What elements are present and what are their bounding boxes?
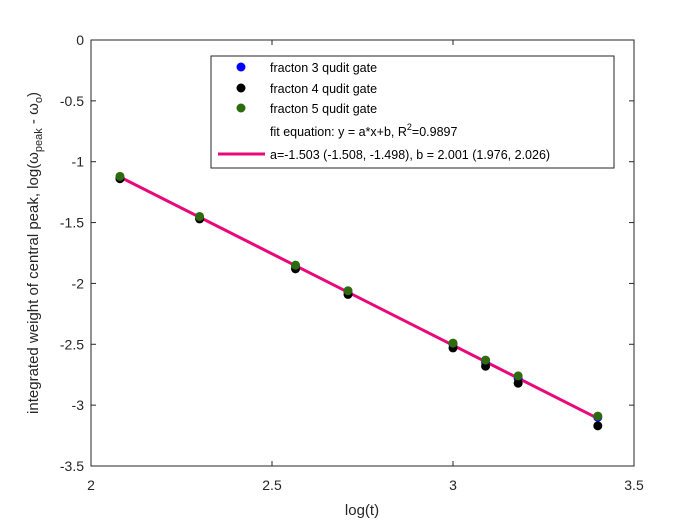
data-point-fracton-5-qudit-gate xyxy=(513,371,523,381)
legend: fracton 3 qudit gate fracton 4 qudit gat… xyxy=(210,55,615,169)
y-label-suffix: ) xyxy=(25,92,42,97)
y-label-omega-1: ω xyxy=(25,152,42,164)
data-point-fracton-4-qudit-gate xyxy=(513,378,523,388)
legend-label-fracton-4: fracton 4 qudit gate xyxy=(270,82,377,96)
legend-marker-fracton-3 xyxy=(236,62,246,72)
legend-marker-fracton-5 xyxy=(236,103,246,113)
legend-fit-params: a=-1.503 (-1.508, -1.498), b = 2.001 (1.… xyxy=(270,148,550,162)
y-label-prefix: integrated weight of central peak, log( xyxy=(25,164,42,414)
y-label-mid: - xyxy=(25,115,42,128)
y-axis-ticks: 0 -0.5 -1 -1.5 -2 -2.5 -3 -3.5 xyxy=(60,32,634,474)
data-point-fracton-4-qudit-gate xyxy=(593,421,603,431)
data-point-fracton-5-qudit-gate xyxy=(593,411,603,421)
y-tick-label: -2.5 xyxy=(60,336,84,352)
y-tick-label: -3 xyxy=(72,397,85,413)
y-tick-label: -1.5 xyxy=(60,215,84,231)
x-axis-ticks: 2 2.5 3 3.5 xyxy=(87,40,644,493)
data-point-fracton-5-qudit-gate xyxy=(291,260,301,270)
y-label-omega-2: ω xyxy=(25,103,42,115)
data-point-fracton-5-qudit-gate xyxy=(115,171,125,181)
x-tick-label: 2.5 xyxy=(262,477,282,493)
y-label-sub-peak: peak xyxy=(33,128,45,152)
y-tick-label: -3.5 xyxy=(60,458,84,474)
fit-eq-sup: 2 xyxy=(407,122,412,132)
data-point-fracton-5-qudit-gate xyxy=(481,355,491,365)
y-label-sub-o: o xyxy=(33,97,45,103)
legend-box xyxy=(210,55,615,169)
fit-line xyxy=(119,175,599,420)
data-point-fracton-5-qudit-gate xyxy=(195,211,205,221)
y-tick-label: -0.5 xyxy=(60,93,84,109)
fit-eq-prefix: fit equation: y = a*x+b, R xyxy=(270,125,407,139)
y-tick-label: 0 xyxy=(76,32,84,48)
x-axis-label: log(t) xyxy=(345,502,379,519)
fit-eq-suffix: =0.9897 xyxy=(412,125,458,139)
y-tick-label: -2 xyxy=(72,275,85,291)
plot-area-frame xyxy=(90,39,635,467)
legend-label-fracton-5: fracton 5 qudit gate xyxy=(270,102,377,116)
data-point-fracton-5-qudit-gate xyxy=(448,338,458,348)
legend-marker-fracton-4 xyxy=(236,83,246,93)
y-axis-label: integrated weight of central peak, log(ω… xyxy=(25,92,45,414)
data-point-fracton-5-qudit-gate xyxy=(343,286,353,296)
legend-fit-equation: fit equation: y = a*x+b, R2=0.9897 xyxy=(270,122,457,139)
x-tick-label: 3 xyxy=(449,477,457,493)
y-tick-label: -1 xyxy=(72,154,85,170)
data-marks xyxy=(115,171,603,431)
legend-label-fracton-3: fracton 3 qudit gate xyxy=(270,61,377,75)
x-tick-label: 3.5 xyxy=(624,477,644,493)
x-tick-label: 2 xyxy=(87,477,95,493)
